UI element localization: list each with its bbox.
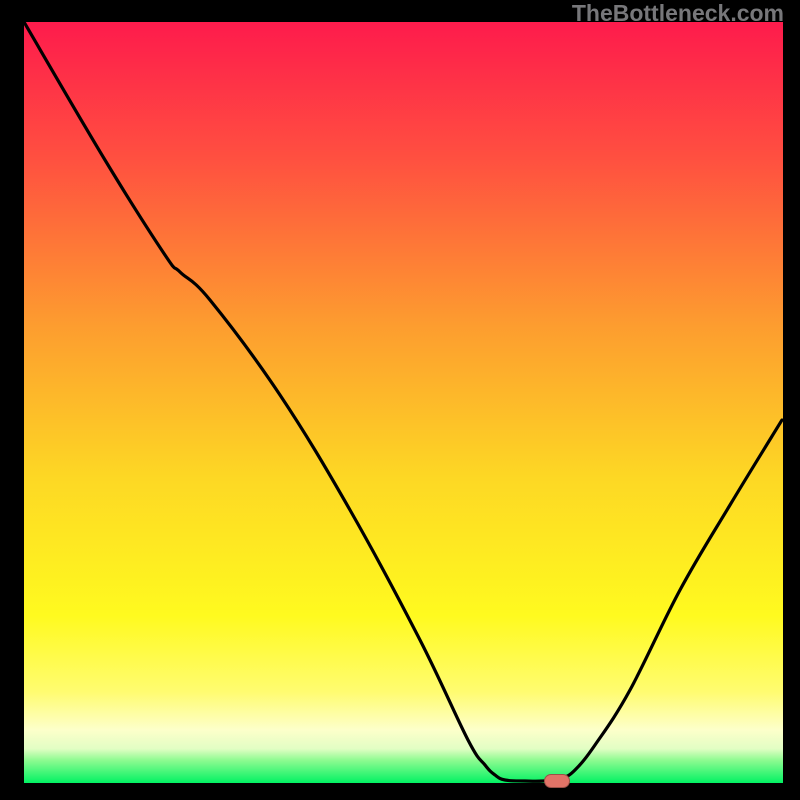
watermark-text: TheBottleneck.com <box>572 0 784 27</box>
bottleneck-curve <box>24 22 783 783</box>
optimal-point-marker <box>544 774 570 788</box>
plot-area <box>24 22 783 783</box>
chart-container: TheBottleneck.com <box>0 0 800 800</box>
